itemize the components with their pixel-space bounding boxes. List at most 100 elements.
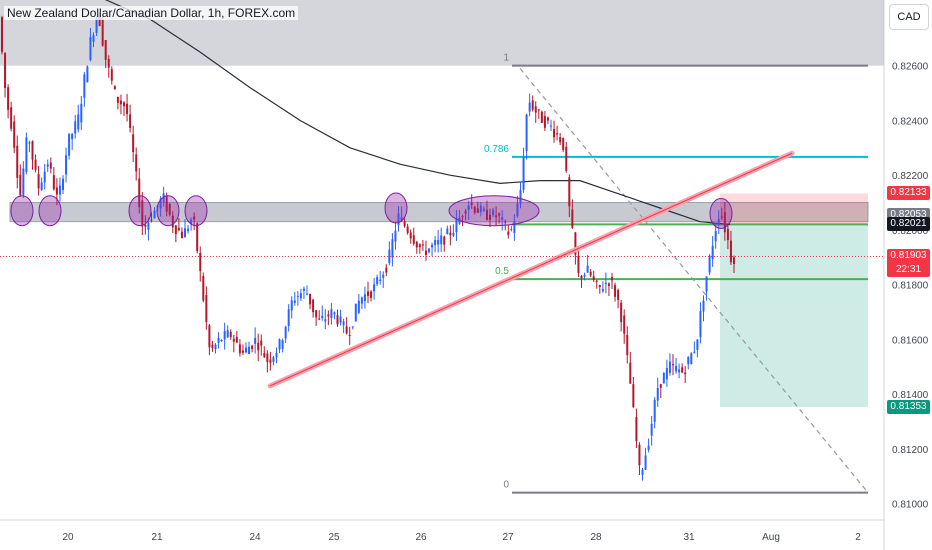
candle-body <box>635 417 638 442</box>
candle-body <box>345 326 348 334</box>
candle-body <box>540 111 543 123</box>
candle-body <box>92 35 95 42</box>
candle-body <box>251 345 254 349</box>
candle-body <box>553 129 556 138</box>
candle-body <box>269 359 272 363</box>
candle-body <box>601 288 604 292</box>
candle-body <box>281 340 284 349</box>
candle-body <box>168 204 171 215</box>
candle-body <box>190 219 193 224</box>
candle-body <box>522 157 525 190</box>
candle-body <box>7 87 10 110</box>
candle-body <box>95 18 98 33</box>
rising-trendline-core <box>269 152 793 387</box>
candle-body <box>687 356 690 365</box>
candle-body <box>104 40 107 60</box>
y-tick-label: 0.82400 <box>892 116 929 127</box>
candle-body <box>391 239 394 258</box>
candle-body <box>339 316 342 323</box>
candle-body <box>367 291 369 296</box>
candle-body <box>229 331 232 338</box>
candle-body <box>485 209 488 220</box>
candle-body <box>519 190 522 204</box>
candle-body <box>165 196 168 212</box>
candle-body <box>397 213 400 226</box>
candle-body <box>589 271 592 276</box>
candle-body <box>662 372 665 384</box>
dashed-trendline <box>519 68 869 494</box>
candle-body <box>412 235 415 244</box>
plot-area <box>0 0 884 520</box>
x-tick-label: 26 <box>415 532 427 543</box>
y-tick-label: 0.82600 <box>892 62 929 73</box>
candle-body <box>65 155 68 175</box>
currency-button[interactable]: CAD <box>889 4 929 30</box>
candle-body <box>528 102 531 112</box>
candle-body <box>357 300 360 313</box>
candle-body <box>46 164 49 167</box>
candle-body <box>464 210 467 214</box>
candle-body <box>19 174 22 195</box>
candle-body <box>31 141 34 160</box>
candle-body <box>720 216 723 218</box>
candle-body <box>482 208 485 211</box>
candle-body <box>58 185 61 195</box>
candle-body <box>543 116 546 128</box>
stop-loss-zone <box>720 193 868 225</box>
candle-body <box>86 66 89 83</box>
candle-body <box>650 423 653 436</box>
candle-body <box>226 330 229 338</box>
candle-body <box>498 213 501 216</box>
candle-body <box>34 159 37 170</box>
touch-point-circle <box>156 195 180 227</box>
candle-body <box>595 280 598 282</box>
candle-body <box>235 336 238 343</box>
candle-body <box>171 215 174 228</box>
candle-body <box>123 102 125 107</box>
candle-body <box>147 222 150 230</box>
x-tick-label: Aug <box>762 532 780 543</box>
candle-body <box>49 162 52 169</box>
candle-body <box>510 229 513 231</box>
candle-body <box>80 103 83 123</box>
fib-level-label: 0.786 <box>484 144 509 155</box>
candle-body <box>278 339 281 350</box>
candle-body <box>287 309 290 326</box>
y-tick-label: 0.81800 <box>892 281 929 292</box>
candle-body <box>135 154 138 172</box>
candle-body <box>626 335 629 356</box>
candle-body <box>428 248 430 253</box>
candle-body <box>257 342 260 351</box>
candle-body <box>150 219 153 221</box>
candle-body <box>638 444 641 466</box>
candle-body <box>607 283 610 286</box>
candle-body <box>385 267 388 273</box>
candle-body <box>717 218 720 226</box>
candle-body <box>315 310 318 318</box>
candle-body <box>296 296 299 298</box>
candle-body <box>382 274 385 278</box>
candle-body <box>467 205 470 210</box>
candle-body <box>107 59 110 68</box>
candle-body <box>98 14 101 27</box>
touch-point-circle <box>128 195 152 227</box>
touch-point-circle <box>709 197 733 229</box>
x-tick-label: 2 <box>855 532 861 543</box>
candle-body <box>424 250 427 255</box>
candle-body <box>647 445 650 451</box>
candle-body <box>376 277 379 285</box>
candle-body <box>437 239 440 245</box>
fib-level-label: 0 <box>503 480 509 491</box>
candle-body <box>214 344 217 350</box>
candle-body <box>434 240 437 246</box>
candle-body <box>318 318 321 320</box>
candle-body <box>696 339 699 350</box>
candle-body <box>13 121 16 148</box>
candle-body <box>379 279 382 282</box>
candle-body <box>461 216 464 218</box>
candle-body <box>418 244 421 248</box>
candle-body <box>681 367 684 373</box>
candle-body <box>74 121 77 134</box>
candle-body <box>507 231 510 235</box>
